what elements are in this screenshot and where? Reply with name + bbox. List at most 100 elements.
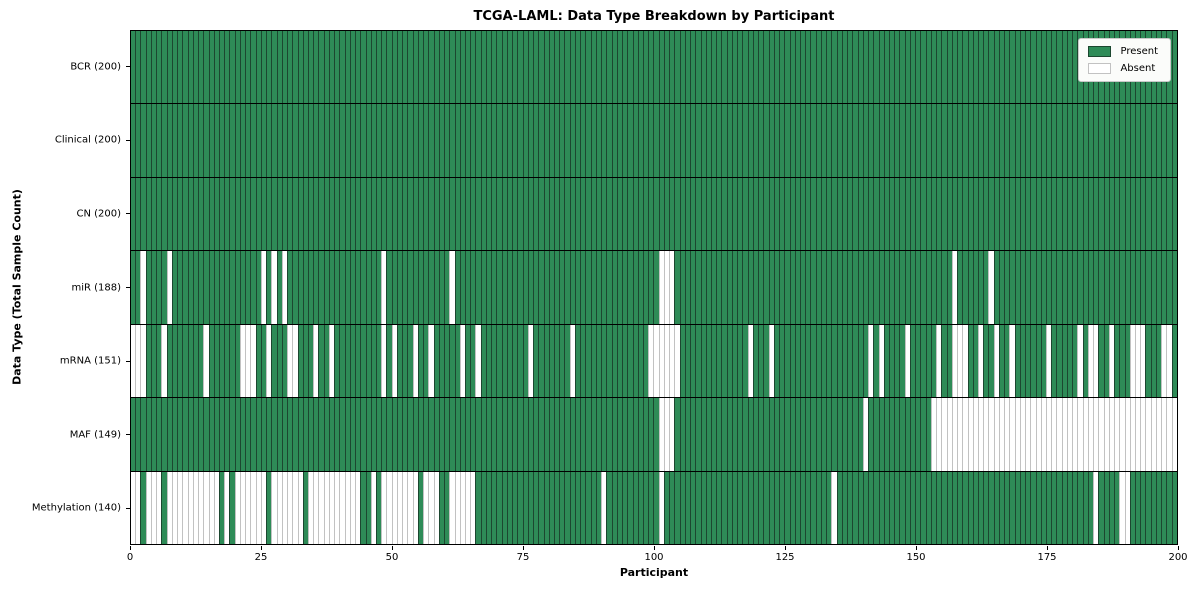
cell-Methylation-46 (370, 471, 377, 544)
cell-MAF-79 (543, 398, 549, 471)
cell-miR-16 (213, 251, 219, 324)
y-tick-label-CN: CN (200) (76, 208, 121, 220)
cell-miR-166 (998, 251, 1005, 324)
cell-CN-103 (669, 177, 675, 251)
cell-MAF-175 (1046, 398, 1052, 471)
cell-mRNA-162 (977, 324, 984, 398)
cell-MAF-196 (1155, 398, 1162, 471)
cell-mRNA-65 (470, 324, 476, 398)
cell-mRNA-108 (695, 324, 701, 398)
cell-MAF-6 (161, 398, 167, 471)
cell-mRNA-66 (475, 324, 481, 398)
cell-Methylation-164 (988, 471, 994, 544)
cell-mRNA-61 (449, 324, 455, 398)
cell-Clinical-133 (826, 104, 832, 177)
cell-Methylation-76 (527, 471, 534, 544)
cell-MAF-119 (752, 398, 759, 471)
cell-BCR-109 (700, 31, 706, 104)
cell-mRNA-157 (951, 324, 958, 398)
cell-Methylation-134 (831, 471, 837, 544)
cell-Clinical-16 (213, 104, 219, 177)
cell-miR-10 (182, 251, 188, 324)
cell-Clinical-111 (711, 104, 717, 177)
cell-Methylation-113 (721, 471, 727, 544)
cell-Methylation-186 (1103, 471, 1109, 544)
cell-Clinical-91 (606, 104, 612, 177)
cell-Clinical-52 (402, 104, 408, 177)
cell-Methylation-49 (386, 471, 392, 544)
cell-BCR-3 (145, 31, 151, 104)
cell-CN-95 (627, 177, 633, 251)
cell-Methylation-146 (894, 471, 900, 544)
cell-BCR-84 (569, 31, 575, 104)
cell-MAF-123 (773, 398, 780, 471)
cell-CN-128 (800, 177, 806, 251)
cell-BCR-165 (993, 31, 999, 104)
cell-Methylation-137 (847, 471, 853, 544)
cell-mRNA-78 (538, 324, 544, 398)
cell-MAF-30 (287, 398, 293, 471)
cell-Methylation-18 (224, 471, 230, 544)
cell-miR-83 (564, 251, 570, 324)
cell-mRNA-182 (1082, 324, 1088, 398)
cell-MAF-2 (140, 398, 146, 471)
cell-CN-71 (501, 177, 507, 251)
cell-miR-186 (1103, 251, 1109, 324)
cell-miR-33 (302, 251, 308, 324)
cell-MAF-42 (349, 398, 356, 471)
cell-BCR-85 (574, 31, 581, 104)
cell-Clinical-130 (810, 104, 816, 177)
cell-Clinical-144 (883, 104, 889, 177)
cell-Clinical-136 (841, 104, 848, 177)
cell-Methylation-93 (616, 471, 623, 544)
cell-Clinical-14 (203, 104, 209, 177)
cell-mRNA-33 (302, 324, 308, 398)
cell-MAF-161 (972, 398, 978, 471)
cell-BCR-99 (648, 31, 654, 104)
cell-Methylation-73 (512, 471, 518, 544)
cell-mRNA-62 (454, 324, 460, 398)
cell-Clinical-102 (663, 104, 670, 177)
cell-Clinical-143 (878, 104, 884, 177)
cell-CN-148 (904, 177, 910, 251)
cell-Methylation-25 (260, 471, 267, 544)
cell-Clinical-156 (946, 104, 952, 177)
cell-BCR-170 (1019, 31, 1026, 104)
cell-CN-48 (381, 177, 387, 251)
cell-Clinical-142 (873, 104, 879, 177)
cell-Methylation-71 (501, 471, 507, 544)
cell-BCR-52 (402, 31, 408, 104)
cell-BCR-107 (690, 31, 696, 104)
cell-MAF-46 (370, 398, 377, 471)
cell-Clinical-30 (287, 104, 293, 177)
cell-MAF-54 (412, 398, 418, 471)
cell-MAF-72 (506, 398, 513, 471)
cell-mRNA-73 (512, 324, 518, 398)
cell-CN-120 (758, 177, 764, 251)
cell-mRNA-94 (622, 324, 628, 398)
cell-CN-23 (250, 177, 256, 251)
cell-mRNA-18 (224, 324, 230, 398)
cell-miR-11 (187, 251, 193, 324)
cell-miR-25 (260, 251, 267, 324)
cell-Methylation-11 (187, 471, 193, 544)
cell-BCR-91 (606, 31, 612, 104)
cell-Clinical-92 (611, 104, 617, 177)
cell-Methylation-17 (218, 471, 225, 544)
cell-mRNA-54 (412, 324, 418, 398)
cell-Methylation-196 (1155, 471, 1162, 544)
cell-miR-23 (250, 251, 256, 324)
cell-mRNA-44 (360, 324, 366, 398)
cell-BCR-155 (941, 31, 947, 104)
cell-BCR-80 (548, 31, 554, 104)
cell-CN-175 (1046, 177, 1052, 251)
cell-mRNA-136 (841, 324, 848, 398)
matrix-row-miR (131, 251, 1177, 325)
cell-MAF-75 (522, 398, 528, 471)
cell-CN-18 (224, 177, 230, 251)
cell-BCR-18 (224, 31, 230, 104)
cell-MAF-163 (983, 398, 989, 471)
cell-Methylation-190 (1124, 471, 1130, 544)
cell-mRNA-146 (894, 324, 900, 398)
cell-Methylation-173 (1035, 471, 1041, 544)
